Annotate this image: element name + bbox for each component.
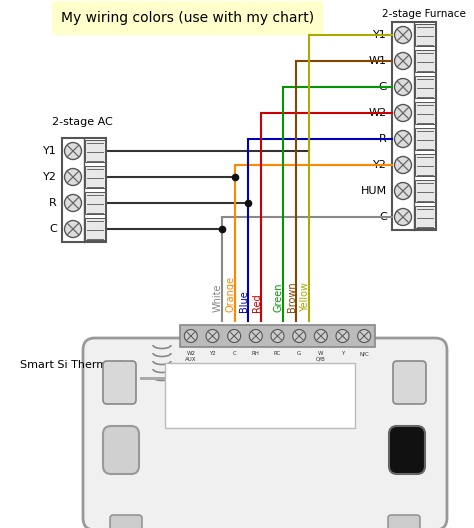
Circle shape [394, 183, 411, 200]
Bar [392, 22, 436, 230]
Text: Y: Y [341, 351, 344, 356]
Bar [415, 102, 435, 124]
Circle shape [292, 329, 306, 343]
Circle shape [64, 194, 82, 212]
Text: Y2: Y2 [43, 172, 57, 182]
FancyBboxPatch shape [103, 426, 139, 474]
Circle shape [394, 156, 411, 174]
FancyBboxPatch shape [393, 361, 426, 404]
Bar [180, 325, 375, 347]
Circle shape [394, 130, 411, 147]
Text: W2
AUX: W2 AUX [185, 351, 197, 362]
Bar [415, 50, 435, 72]
FancyBboxPatch shape [389, 426, 425, 474]
Text: W1: W1 [369, 56, 387, 66]
Text: G: G [378, 82, 387, 92]
Text: C: C [49, 224, 57, 234]
Bar [415, 128, 435, 150]
Bar [140, 377, 175, 380]
Text: R: R [49, 198, 57, 208]
Text: G: G [297, 351, 301, 356]
Text: C: C [379, 212, 387, 222]
FancyBboxPatch shape [110, 515, 142, 528]
Text: Brown: Brown [287, 281, 297, 312]
Text: W2: W2 [369, 108, 387, 118]
Circle shape [394, 105, 411, 121]
Bar [415, 154, 435, 176]
Text: Y1: Y1 [373, 30, 387, 40]
Text: RC: RC [274, 351, 281, 356]
Circle shape [64, 221, 82, 238]
Text: 2-stage AC: 2-stage AC [52, 117, 113, 127]
Text: C: C [232, 351, 236, 356]
Circle shape [64, 168, 82, 185]
Text: Y2: Y2 [373, 160, 387, 170]
Text: Green: Green [274, 282, 284, 312]
Circle shape [394, 209, 411, 225]
Circle shape [336, 329, 349, 343]
Text: Smart Si Thermostat: Smart Si Thermostat [20, 360, 135, 370]
Text: My wiring colors (use with my chart): My wiring colors (use with my chart) [61, 11, 314, 25]
Bar [85, 218, 105, 240]
Circle shape [314, 329, 328, 343]
Text: HUM: HUM [361, 186, 387, 196]
Circle shape [64, 143, 82, 159]
Text: Y2: Y2 [209, 351, 216, 356]
FancyBboxPatch shape [52, 1, 323, 35]
Bar [415, 24, 435, 46]
Circle shape [394, 79, 411, 96]
Text: Blue: Blue [239, 290, 249, 312]
Bar [415, 206, 435, 228]
Circle shape [394, 26, 411, 43]
Bar [85, 166, 105, 188]
Text: Y1: Y1 [43, 146, 57, 156]
Bar [165, 363, 355, 428]
Circle shape [358, 329, 371, 343]
Text: Red: Red [252, 294, 262, 312]
Circle shape [206, 329, 219, 343]
Text: White: White [213, 284, 223, 312]
FancyBboxPatch shape [388, 515, 420, 528]
Bar [62, 138, 106, 242]
Text: Yellow: Yellow [300, 282, 310, 312]
Circle shape [228, 329, 241, 343]
Circle shape [271, 329, 284, 343]
FancyBboxPatch shape [103, 361, 136, 404]
Bar [415, 76, 435, 98]
Text: R: R [379, 134, 387, 144]
FancyBboxPatch shape [83, 338, 447, 528]
Bar [85, 192, 105, 214]
Bar [415, 180, 435, 202]
Text: Orange: Orange [226, 276, 236, 312]
Text: 2-stage Furnace: 2-stage Furnace [382, 9, 466, 19]
Text: RH: RH [252, 351, 260, 356]
Circle shape [394, 52, 411, 70]
Bar [85, 140, 105, 162]
Circle shape [249, 329, 262, 343]
Text: N/C: N/C [359, 351, 369, 356]
Text: W
O/B: W O/B [316, 351, 326, 362]
Circle shape [184, 329, 197, 343]
